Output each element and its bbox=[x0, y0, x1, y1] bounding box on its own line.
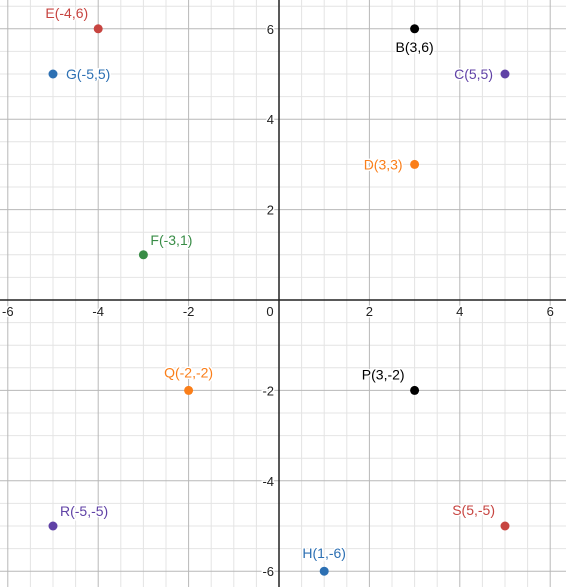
y-tick-label: -2 bbox=[262, 383, 274, 398]
point-label: P(3,-2) bbox=[362, 366, 405, 382]
data-point bbox=[93, 24, 103, 34]
point-label: F(-3,1) bbox=[150, 232, 192, 248]
data-point bbox=[500, 69, 510, 79]
data-point bbox=[319, 566, 329, 576]
point-label: C(5,5) bbox=[454, 66, 493, 82]
data-point bbox=[138, 250, 148, 260]
point-label: Q(-2,-2) bbox=[164, 364, 213, 380]
point-label: S(5,-5) bbox=[452, 502, 495, 518]
tick-labels: -6 -4 -2 0 2 4 6 -6 -4 -2 2 4 6 bbox=[1, 20, 556, 580]
point-label: B(3,6) bbox=[396, 39, 434, 55]
point-label: R(-5,-5) bbox=[60, 503, 108, 519]
x-tick-label: 2 bbox=[366, 304, 373, 319]
x-tick-label: 6 bbox=[547, 304, 554, 319]
point-label: E(-4,6) bbox=[45, 5, 88, 21]
y-tick-label: -6 bbox=[262, 564, 274, 579]
x-tick-label: -6 bbox=[2, 304, 14, 319]
data-points: E(-4,6) B(3,6) G(-5,5) C(5,5) D(3,3) F(-3,1) Q… bbox=[44, 3, 510, 576]
data-point bbox=[410, 159, 420, 169]
data-point bbox=[48, 69, 58, 79]
point-label: D(3,3) bbox=[364, 156, 403, 172]
y-tick-label: 6 bbox=[267, 22, 274, 37]
data-point bbox=[410, 24, 420, 34]
y-tick-label: -4 bbox=[262, 474, 274, 489]
point-label: H(1,-6) bbox=[302, 545, 346, 561]
data-point bbox=[500, 521, 510, 531]
x-tick-label: -4 bbox=[92, 304, 104, 319]
data-point bbox=[184, 385, 194, 395]
y-tick-label: 2 bbox=[267, 203, 274, 218]
x-tick-label: 0 bbox=[266, 304, 273, 319]
x-tick-label: 4 bbox=[456, 304, 463, 319]
y-tick-label: 4 bbox=[267, 112, 274, 127]
x-tick-label: -2 bbox=[183, 304, 195, 319]
data-point bbox=[410, 385, 420, 395]
point-label: G(-5,5) bbox=[66, 66, 110, 82]
data-point bbox=[48, 521, 58, 531]
